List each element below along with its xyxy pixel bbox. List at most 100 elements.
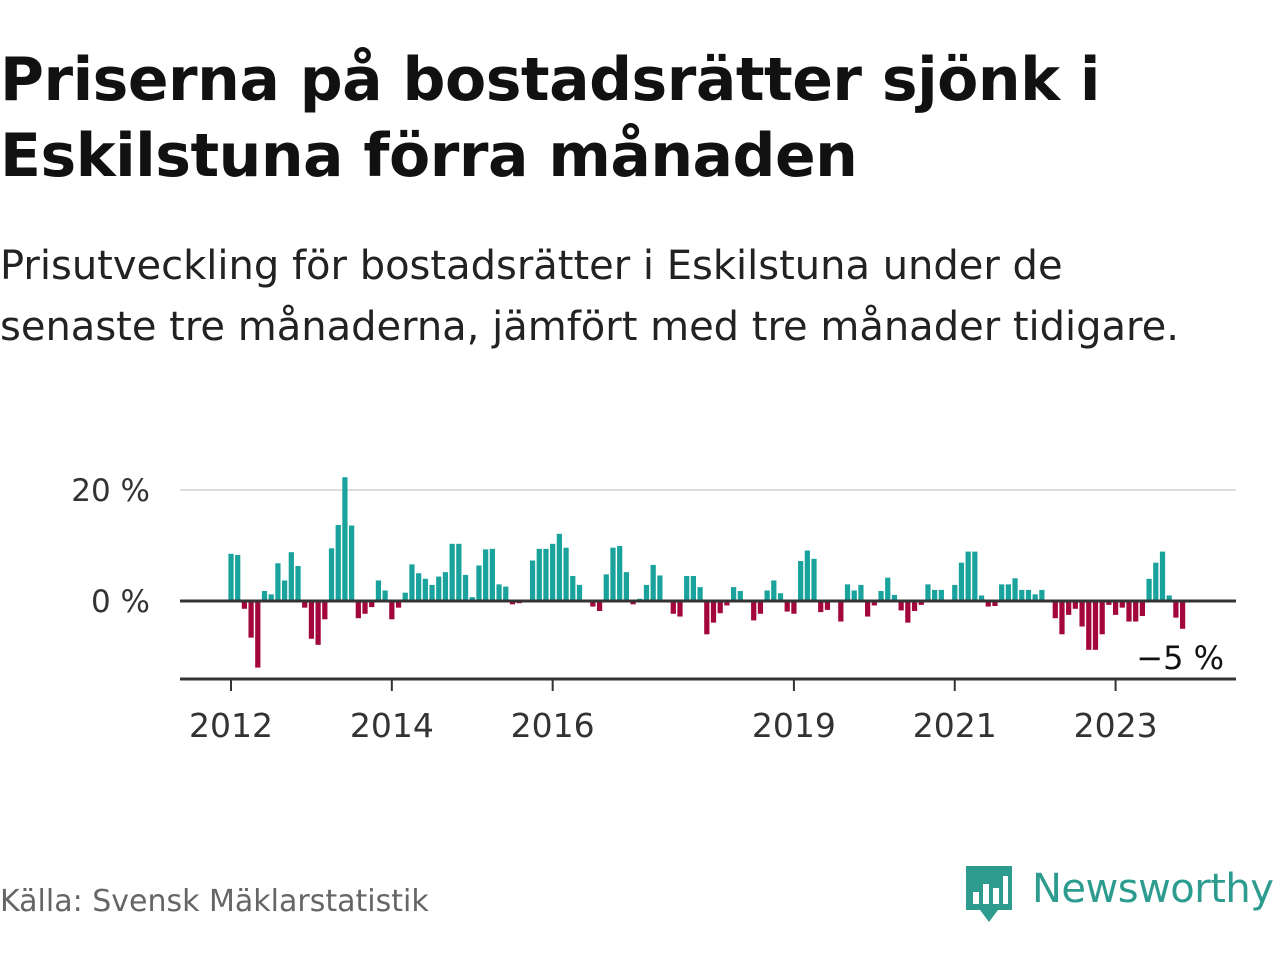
bar (1112, 601, 1119, 615)
bar (241, 601, 248, 609)
bar (938, 589, 944, 601)
bar (918, 601, 924, 605)
brand-logo: Newsworthy (964, 864, 1274, 926)
bar (395, 601, 402, 608)
bar (288, 552, 294, 601)
bar (1059, 601, 1065, 635)
bar (771, 580, 777, 602)
bar (369, 601, 375, 608)
bar (550, 543, 556, 601)
bar-chart: 20 % 0 % 2012 2014 2016 2019 2021 2023 −5 % (71, 473, 1236, 745)
bar (885, 577, 891, 601)
bar (1146, 578, 1152, 601)
bar (1025, 589, 1032, 601)
y-axis-labels: 20 % 0 % (71, 473, 150, 620)
bar (911, 601, 918, 611)
newsworthy-logo-icon (966, 866, 1012, 922)
bar (898, 601, 904, 611)
bar (590, 601, 596, 607)
bar (891, 594, 898, 602)
bar (509, 601, 516, 605)
bar (717, 601, 723, 614)
bar (999, 584, 1005, 601)
bar (483, 549, 489, 601)
bar (804, 550, 810, 601)
bar (1159, 551, 1166, 601)
bar (684, 576, 690, 601)
bar (261, 591, 268, 601)
bar (811, 558, 817, 601)
bar (697, 587, 703, 602)
bar (1099, 601, 1105, 635)
bar (429, 584, 435, 601)
bar (677, 601, 683, 617)
bar (878, 591, 884, 601)
bar (690, 576, 697, 601)
bar (1119, 601, 1125, 608)
bar (1012, 578, 1018, 601)
bar (1052, 601, 1058, 619)
bar (268, 594, 274, 601)
bar (952, 584, 958, 601)
bar (630, 601, 636, 605)
bar (958, 562, 965, 601)
x-tick-label: 2016 (511, 706, 595, 745)
bar (1106, 601, 1112, 605)
bar (965, 551, 971, 601)
bar (248, 601, 254, 638)
bar (355, 601, 361, 619)
bar (978, 595, 985, 601)
bar (416, 573, 422, 601)
source-note: Källa: Svensk Mäklarstatistik (0, 884, 429, 919)
y-tick-label: 0 % (91, 584, 150, 620)
bar (422, 578, 428, 601)
bar (389, 601, 395, 620)
bar (349, 525, 355, 601)
bar (737, 591, 743, 601)
brand-name: Newsworthy (1032, 866, 1274, 912)
bar (596, 601, 603, 611)
chart-subtitle: Prisutveckling för bostadsrätter i Eskil… (0, 243, 1179, 350)
bar (972, 551, 978, 601)
bar (838, 601, 844, 622)
x-axis-ticks: 2012 2014 2016 2019 2021 2023 (189, 679, 1158, 745)
bar (382, 590, 388, 601)
bar (1173, 601, 1179, 618)
x-tick-label: 2021 (913, 706, 997, 745)
bar (932, 589, 938, 601)
bar (603, 574, 609, 601)
bar (764, 590, 770, 601)
bar (1139, 601, 1146, 616)
bar (529, 560, 536, 601)
bar (375, 580, 382, 602)
bar (275, 563, 281, 601)
bar (985, 601, 991, 607)
bar (228, 553, 234, 601)
bar (925, 584, 931, 601)
x-tick-label: 2023 (1074, 706, 1158, 745)
bar (818, 601, 824, 613)
bar (1032, 594, 1038, 601)
bar (402, 592, 408, 601)
bar (342, 477, 348, 601)
bar (791, 601, 797, 614)
bar (442, 572, 449, 601)
bar (670, 601, 676, 614)
bar (905, 601, 911, 623)
bar (798, 561, 804, 601)
bar (1072, 601, 1078, 609)
bar (295, 566, 301, 601)
bar (851, 590, 857, 601)
bar (1179, 601, 1186, 629)
bar (1039, 589, 1045, 601)
bar (858, 584, 864, 601)
bar (844, 584, 851, 601)
x-tick-label: 2014 (350, 706, 434, 745)
bar (496, 584, 502, 601)
bar (308, 601, 315, 639)
bar (576, 584, 583, 601)
bar (757, 601, 764, 614)
x-tick-label: 2019 (752, 706, 836, 745)
bar (255, 601, 261, 668)
bar (563, 547, 569, 601)
